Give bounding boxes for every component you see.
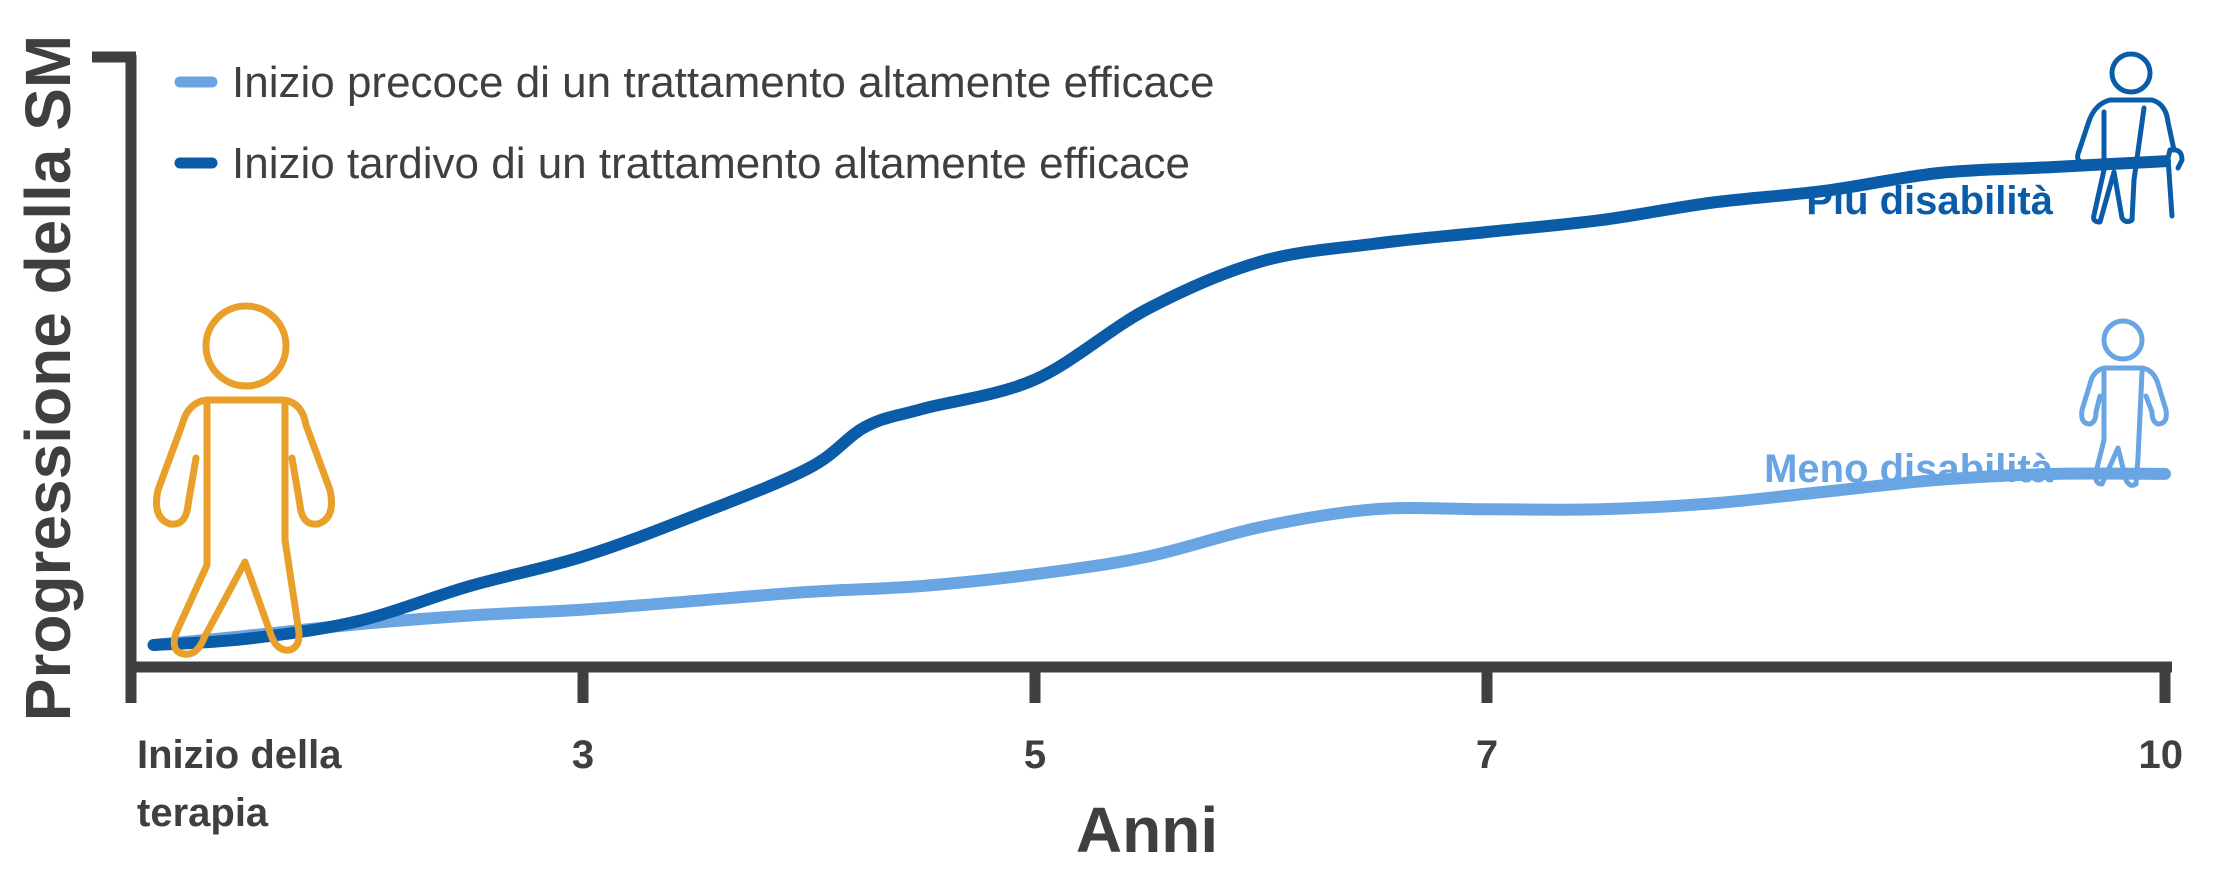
x-tick-label-7: 7 bbox=[1476, 733, 1498, 777]
standing-person-icon bbox=[153, 302, 335, 658]
annotation-less-disability: Meno disabilità bbox=[1764, 447, 2054, 491]
x-start-label-line-1: Inizio della bbox=[137, 733, 342, 777]
x-axis-title: Anni bbox=[1076, 794, 1218, 866]
x-tick-label-3: 3 bbox=[572, 733, 594, 777]
legend-label-late: Inizio tardivo di un trattamento altamen… bbox=[232, 139, 1190, 188]
x-tick-label-5: 5 bbox=[1024, 733, 1046, 777]
person-with-cane-icon bbox=[2075, 51, 2185, 225]
x-tick-label-10: 10 bbox=[2139, 733, 2184, 777]
series-line-early bbox=[147, 467, 2171, 651]
x-start-label-line-2: terapia bbox=[137, 791, 269, 835]
legend-label-early: Inizio precoce di un trattamento altamen… bbox=[232, 58, 1214, 107]
annotation-more-disability: Più disabilità bbox=[1806, 179, 2053, 223]
series-line-late bbox=[147, 155, 2171, 651]
y-axis-title: Progressione della SM bbox=[12, 35, 84, 721]
walking-person-icon bbox=[2079, 318, 2169, 488]
